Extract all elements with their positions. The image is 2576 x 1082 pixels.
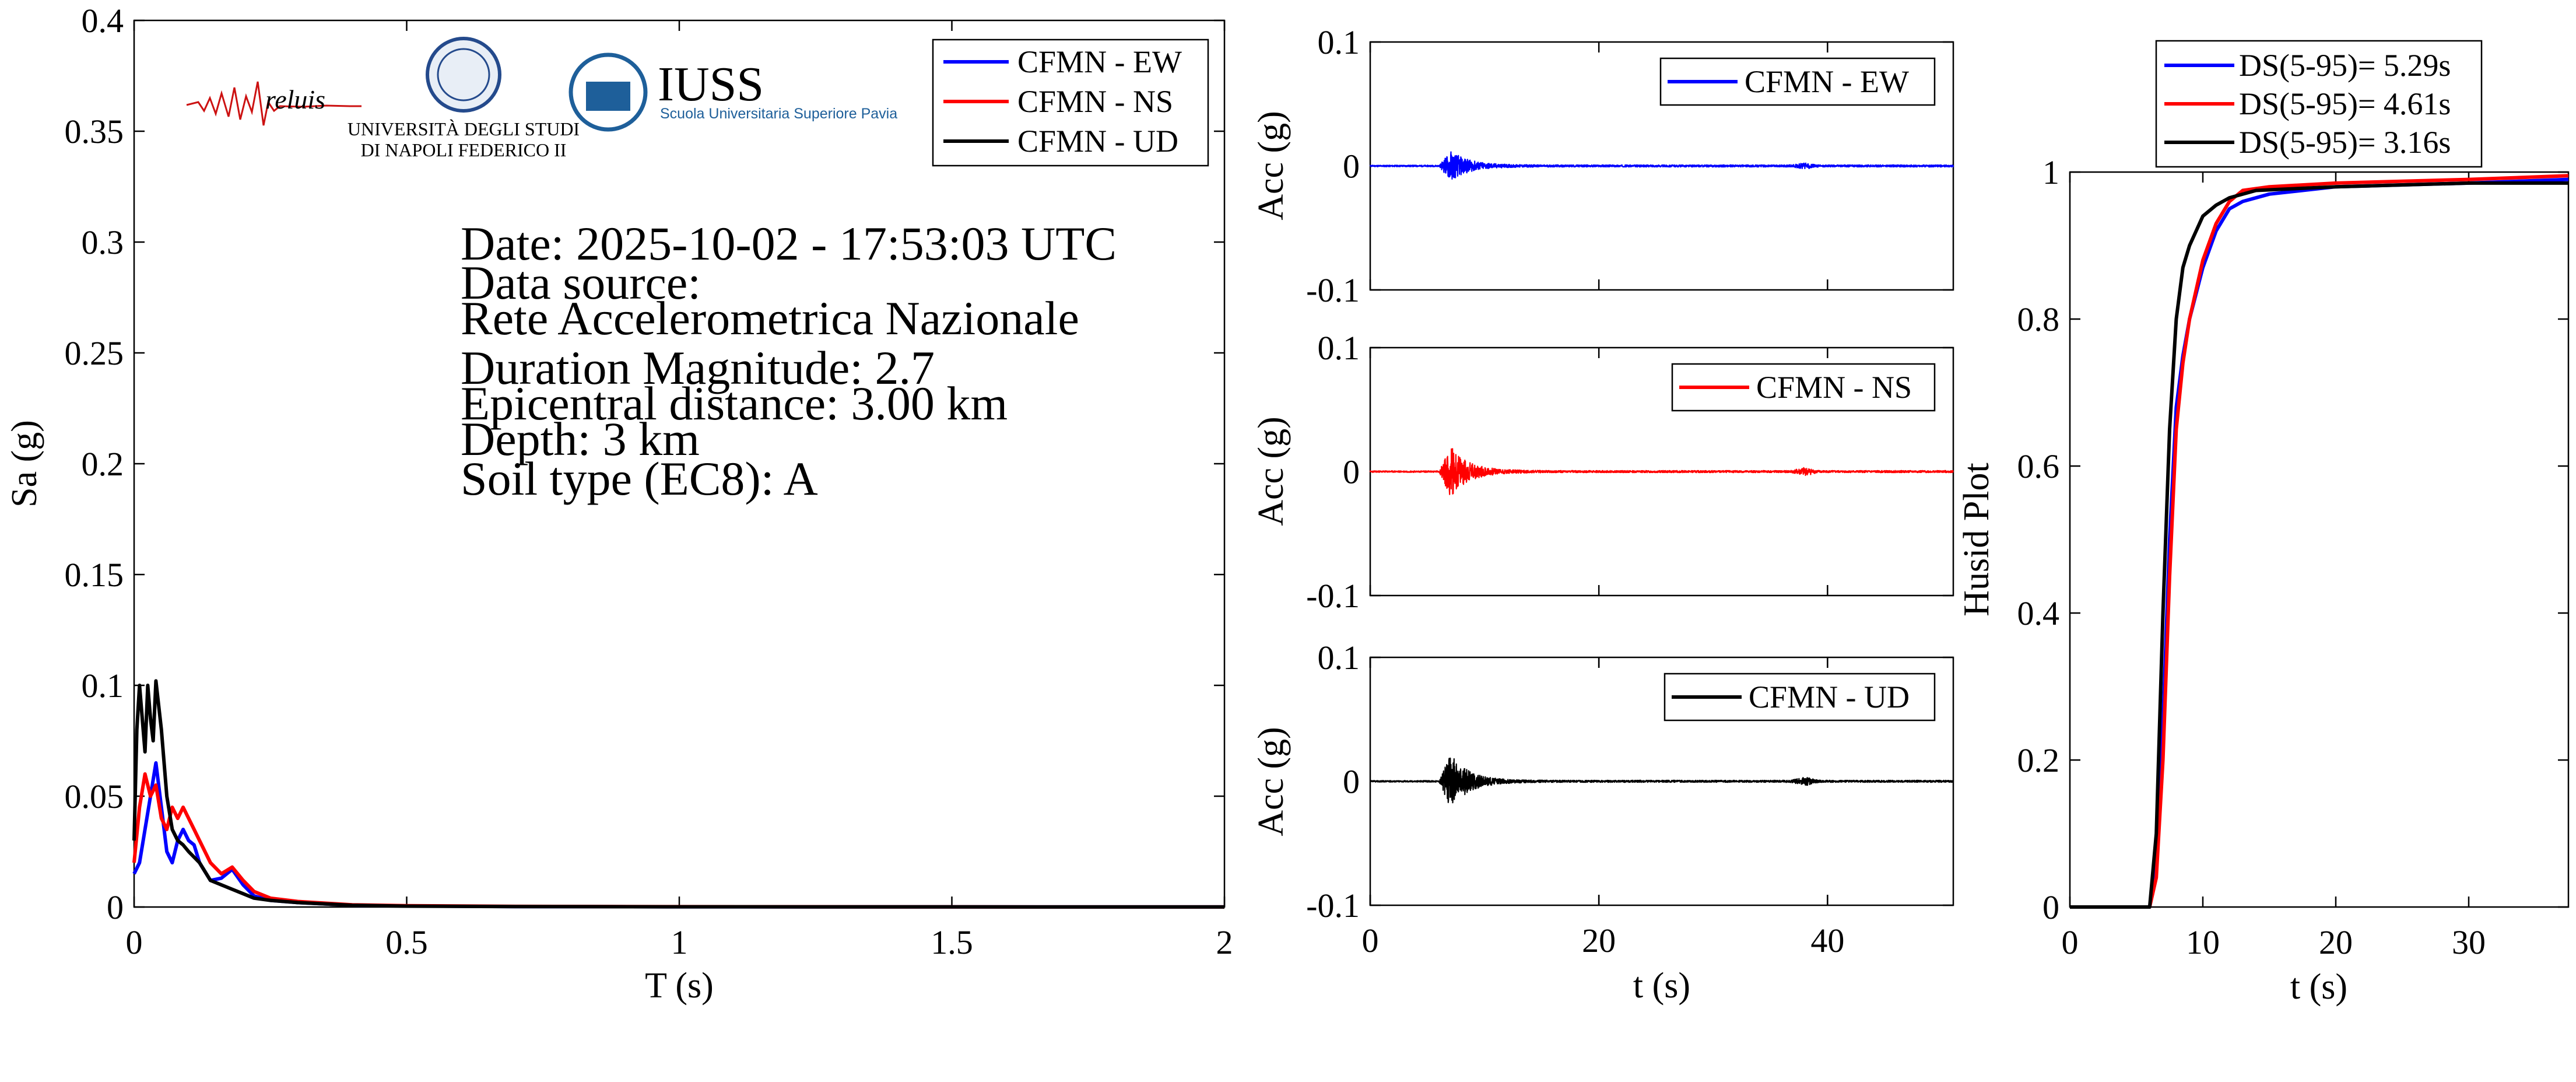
acc-ud-ticks: -0.100.10 20 40 (1306, 639, 1953, 960)
unina-line2: DI NAPOLI FEDERICO II (361, 139, 567, 160)
xtick-label: 2 (1216, 923, 1233, 961)
event-info: Date: 2025-10-02 - 17:53:03 UTC Data sou… (461, 217, 1117, 505)
xtick-label: 1 (671, 923, 688, 961)
info-epicentral: Epicentral distance: 3.00 km (461, 377, 1008, 430)
ytick-label: 0 (1343, 148, 1360, 185)
xtick-label: 20 (2319, 923, 2353, 961)
husid-curves (2070, 174, 2569, 909)
ytick-label: 0.1 (1318, 329, 1360, 367)
spectra-xlabel: T (s) (645, 966, 714, 1006)
reluis-waveform (186, 81, 362, 126)
husid-legend-label-ew: DS(5-95)= 5.29s (2239, 48, 2451, 83)
husid-series-ud (2070, 181, 2568, 909)
spectra-ticks: 0 0.05 0.1 0.15 0.2 0.25 0.3 0.35 0.4 0 0.5 1 1.5 2 (65, 2, 1233, 961)
ytick-label: -0.1 (1306, 887, 1360, 925)
acc-ns-ylabel: Acc (g) (1251, 416, 1291, 526)
xtick-label: 10 (2186, 923, 2220, 961)
husid-xlabel: t (s) (2290, 967, 2347, 1007)
iuss-logo: IUSS Scuola Universitaria Superiore Pavi… (568, 52, 897, 132)
husid-ylabel: Husid Plot (1957, 463, 1996, 617)
xtick-label: 0 (2062, 923, 2079, 961)
unina-logo: UNIVERSITÀ DEGLI STUDI DI NAPOLI FEDERIC… (348, 37, 580, 160)
acc-ud-xlabel: t (s) (1633, 966, 1690, 1006)
husid-series-ew (2070, 177, 2569, 909)
husid-axes-box (2069, 171, 2570, 908)
spectra-series-ud (132, 679, 1225, 909)
husid-legend-label-ns: DS(5-95)= 4.61s (2239, 86, 2451, 121)
info-soil: Soil type (EC8): A (461, 452, 818, 505)
husid-panel: 00.20.40.60.810 10 20 30 t (s) Husid Plot D… (1957, 40, 2570, 1007)
acc-ud-ylabel: Acc (g) (1251, 727, 1291, 836)
info-source: Rete Accelerometrica Nazionale (461, 292, 1079, 345)
xtick-label: 20 (1582, 922, 1616, 960)
acc-ns-legend-label: CFMN - NS (1756, 370, 1912, 405)
ytick-label: 0.1 (82, 667, 124, 705)
legend-label-ew: CFMN - EW (1017, 44, 1182, 79)
ytick-label: 0.15 (65, 556, 124, 594)
ytick-label: -0.1 (1306, 577, 1360, 615)
husid-legend: DS(5-95)= 5.29s DS(5-95)= 4.61s DS(5-95)… (2155, 40, 2483, 168)
acc-ud-panel: -0.100.10 20 40 Acc (g) t (s) CFMN - UD (1251, 639, 1954, 1006)
ytick-label: 1 (2042, 153, 2059, 191)
spectra-series-ew (132, 761, 1225, 909)
ytick-label: 0 (2042, 888, 2059, 926)
ytick-label: -0.1 (1306, 271, 1360, 309)
ytick-label: 0.6 (2017, 447, 2060, 485)
ytick-label: 0.2 (82, 445, 124, 483)
ytick-label: 0.4 (82, 2, 124, 40)
ytick-label: 0.2 (2017, 741, 2060, 779)
iuss-logo-subtext: Scuola Universitaria Superiore Pavia (660, 106, 897, 122)
ytick-label: 0.05 (65, 778, 124, 815)
reluis-logo: reluis (186, 81, 362, 126)
ytick-label: 0 (1343, 763, 1360, 801)
spectra-series-ns (132, 772, 1225, 909)
acc-ew-legend-label: CFMN - EW (1745, 64, 1909, 99)
legend-label-ns: CFMN - NS (1017, 84, 1173, 119)
husid-series-ns (2070, 174, 2569, 909)
ytick-label: 0.4 (2017, 594, 2060, 632)
unina-line1: UNIVERSITÀ DEGLI STUDI (348, 118, 580, 139)
spectra-curves (132, 679, 1225, 909)
legend-label-ud: CFMN - UD (1017, 124, 1178, 159)
acc-ns-panel: -0.1 0 0.1 Acc (g) CFMN - NS (1251, 329, 1954, 615)
acc-ew-ticks: -0.1 0 0.1 (1306, 23, 1953, 309)
ytick-label: 0.25 (65, 334, 124, 372)
iuss-logo-text: IUSS (658, 57, 764, 111)
ytick-label: 0 (107, 888, 124, 926)
reluis-logo-text: reluis (265, 85, 325, 114)
ytick-label: 0 (1343, 453, 1360, 491)
spectra-ylabel: Sa (g) (5, 420, 44, 507)
ytick-label: 0.35 (65, 113, 124, 150)
acc-ud-legend-label: CFMN - UD (1749, 680, 1910, 715)
xtick-label: 1.5 (931, 923, 973, 961)
xtick-label: 0.5 (385, 923, 428, 961)
acc-ns-trace (1369, 448, 1954, 495)
ytick-label: 0.1 (1318, 23, 1360, 61)
husid-legend-label-ud: DS(5-95)= 3.16s (2239, 125, 2451, 160)
ytick-label: 0.3 (82, 223, 124, 261)
xtick-label: 0 (126, 923, 143, 961)
spectra-panel: 0 0.05 0.1 0.15 0.2 0.25 0.3 0.35 0.4 0 0.5 1 1.5 2 T… (5, 2, 1233, 1006)
iuss-seal-icon (568, 52, 648, 132)
acc-ew-panel: -0.1 0 0.1 Acc (g) CFMN - EW (1251, 23, 1954, 309)
xtick-label: 30 (2452, 923, 2486, 961)
info-date: Date: 2025-10-02 - 17:53:03 UTC (461, 217, 1117, 270)
ytick-label: 0.8 (2017, 300, 2060, 338)
ytick-label: 0.1 (1318, 639, 1360, 677)
acc-ns-ticks: -0.1 0 0.1 (1306, 329, 1953, 615)
xtick-label: 0 (1362, 922, 1379, 960)
spectra-legend: CFMN - EW CFMN - NS CFMN - UD (932, 38, 1209, 167)
acc-ud-trace (1370, 757, 1954, 804)
info-source-label: Data source: (461, 256, 701, 309)
info-depth: Depth: 3 km (461, 412, 700, 465)
acc-ew-ylabel: Acc (g) (1251, 111, 1291, 220)
info-magnitude: Duration Magnitude: 2.7 (461, 341, 935, 394)
husid-ticks: 00.20.40.60.810 10 20 30 (2017, 153, 2568, 961)
acc-ew-trace (1370, 151, 1954, 180)
xtick-label: 40 (1810, 922, 1844, 960)
